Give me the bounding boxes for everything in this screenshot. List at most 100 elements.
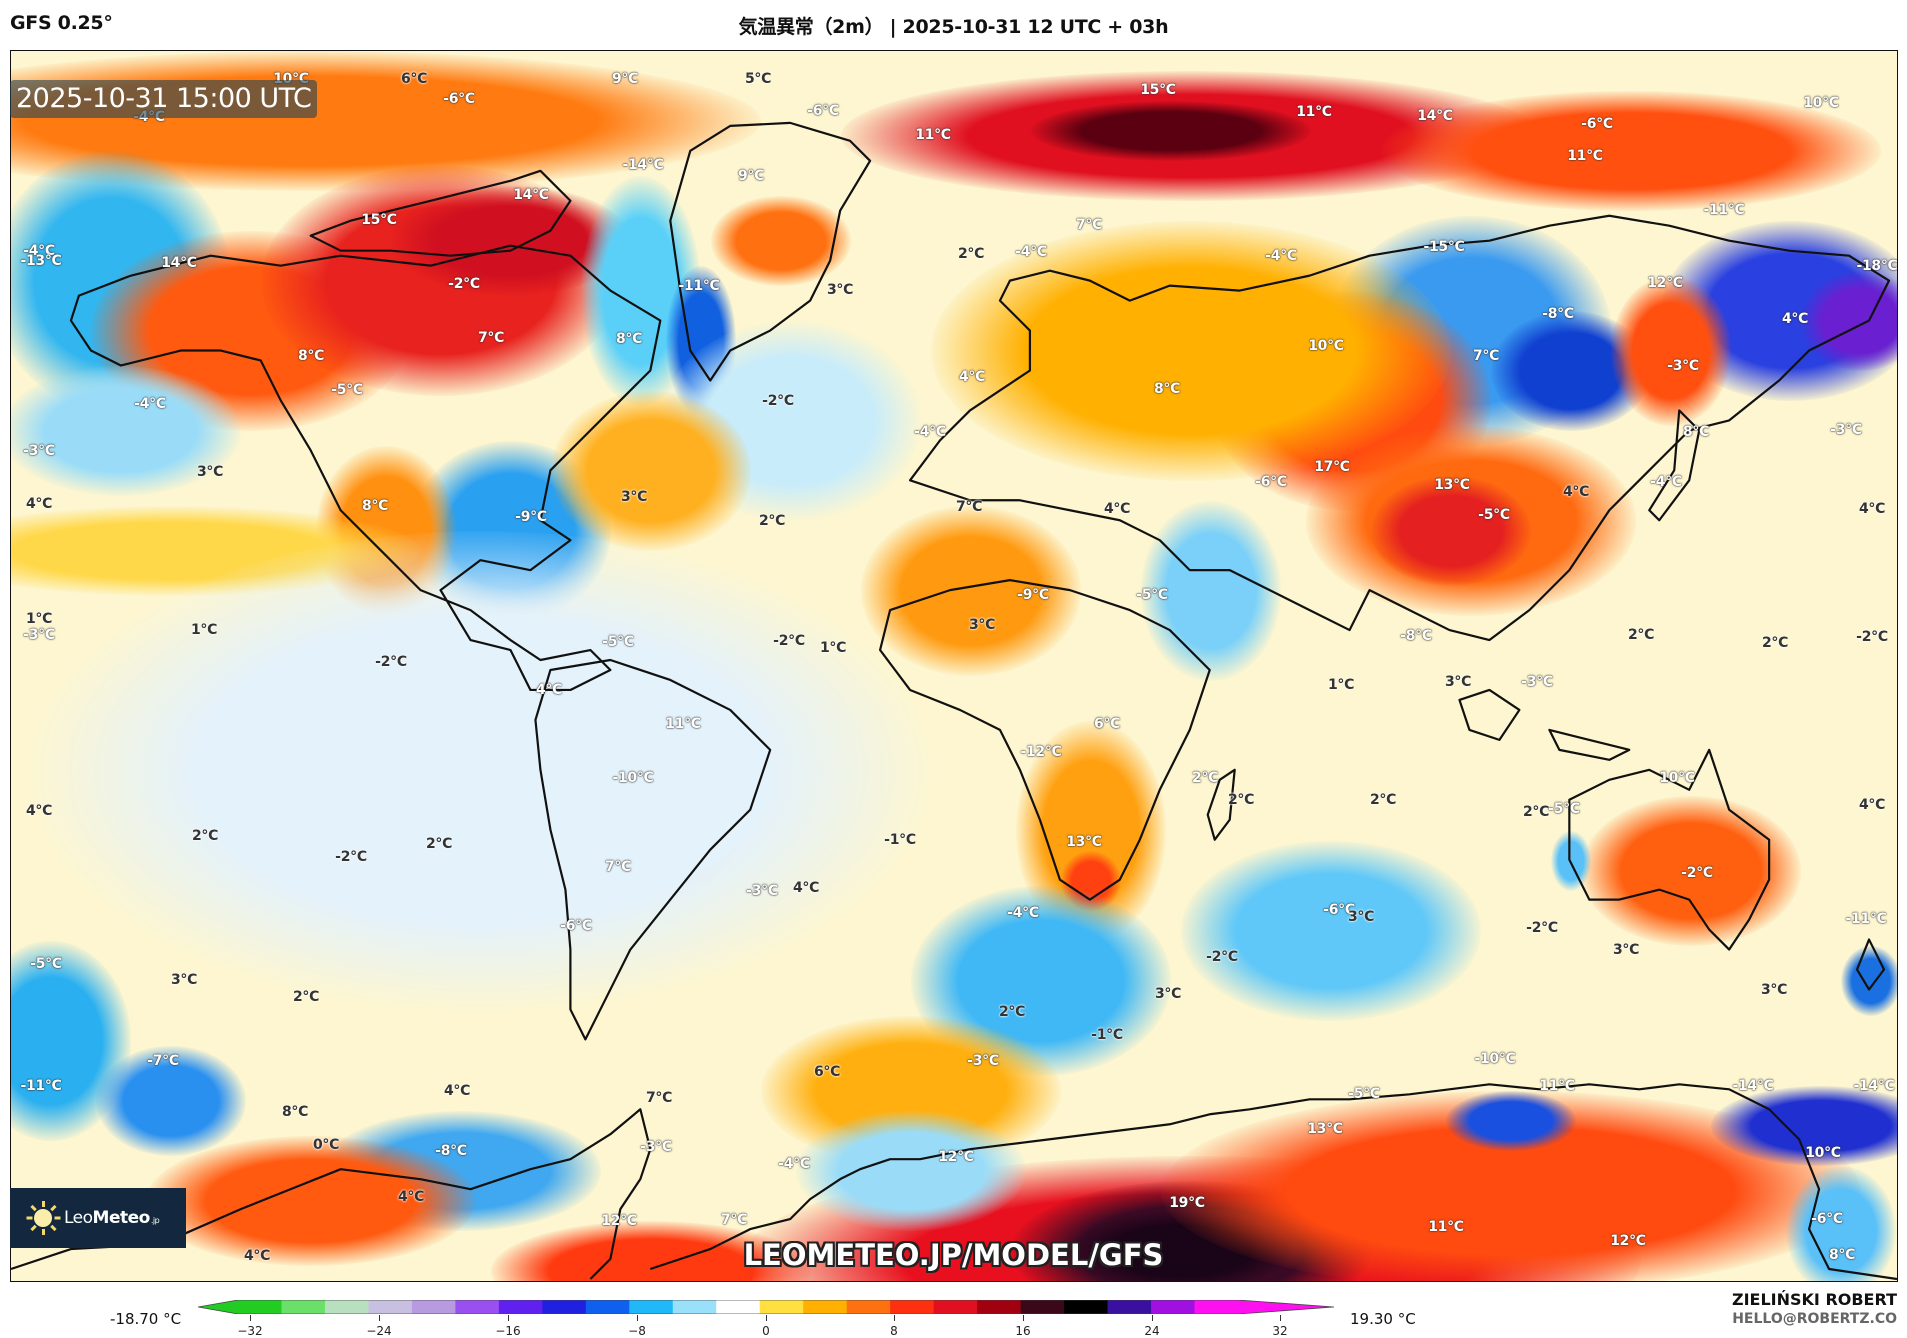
anomaly-label: -5°C <box>1348 1086 1380 1102</box>
anomaly-label: 2°C <box>1627 627 1655 643</box>
anomaly-label: 3°C <box>1444 674 1472 690</box>
anomaly-label: -4°C <box>1650 474 1682 490</box>
anomaly-label: -6°C <box>1811 1211 1843 1227</box>
colorbar-min-value: -18.70 °C <box>110 1310 182 1328</box>
anomaly-label: -2°C <box>1681 865 1713 881</box>
anomaly-label: 8°C <box>281 1104 309 1120</box>
anomaly-region <box>1611 276 1731 426</box>
anomaly-label: 4°C <box>1103 501 1131 517</box>
anomaly-label: 0°C <box>312 1137 340 1153</box>
anomaly-region <box>931 221 1451 481</box>
anomaly-label: -1°C <box>884 832 916 848</box>
anomaly-label: 15°C <box>361 212 397 228</box>
anomaly-label: -6°C <box>1581 116 1613 132</box>
anomaly-region <box>1181 841 1481 1021</box>
anomaly-label: 10°C <box>1805 1145 1841 1161</box>
anomaly-label: 3°C <box>1154 986 1182 1002</box>
anomaly-label: 4°C <box>958 369 986 385</box>
author-credit: ZIELIŃSKI ROBERT HELLO@ROBERTZ.CO <box>1732 1290 1897 1327</box>
anomaly-label: -4°C <box>778 1156 810 1172</box>
colorbar-tick <box>637 1315 638 1321</box>
anomaly-region <box>1061 851 1121 911</box>
anomaly-region <box>711 196 851 286</box>
anomaly-label: 14°C <box>513 187 549 203</box>
coastlines <box>11 121 1897 1281</box>
anomaly-label: -2°C <box>1526 920 1558 936</box>
anomaly-region <box>31 531 931 1011</box>
anomaly-label: 8°C <box>297 348 325 364</box>
anomaly-label: 9°C <box>611 71 639 87</box>
colorbar-tick <box>1280 1315 1281 1321</box>
anomaly-label: -10°C <box>612 770 654 786</box>
anomaly-label: -7°C <box>147 1053 179 1069</box>
anomaly-region <box>911 886 1171 1076</box>
model-name: GFS 0.25° <box>10 12 113 34</box>
anomaly-label: 3°C <box>170 972 198 988</box>
anomaly-label: -3°C <box>640 1139 672 1155</box>
anomaly-label: -2°C <box>448 276 480 292</box>
anomaly-label: -13°C <box>20 253 62 269</box>
anomaly-label: -8°C <box>1400 628 1432 644</box>
colorbar-max-value: 19.30 °C <box>1350 1310 1416 1328</box>
anomaly-label: -5°C <box>602 634 634 650</box>
anomaly-label: 12°C <box>1647 275 1683 291</box>
anomaly-label: -8°C <box>1542 306 1574 322</box>
anomaly-label: 8°C <box>615 331 643 347</box>
anomaly-label: 10°C <box>1659 770 1695 786</box>
anomaly-label: 11°C <box>1539 1078 1575 1094</box>
anomaly-label: -3°C <box>23 443 55 459</box>
anomaly-region <box>551 391 751 551</box>
anomaly-label: -14°C <box>622 157 664 173</box>
colorbar-tick <box>1152 1315 1153 1321</box>
anomaly-label: 12°C <box>938 1149 974 1165</box>
chart-title: 気温異常（2m） | 2025-10-31 12 UTC + 03h <box>738 16 1169 38</box>
anomaly-region <box>1801 271 1897 371</box>
anomaly-label: -3°C <box>967 1053 999 1069</box>
colorbar-tick-label: 0 <box>762 1324 770 1338</box>
anomaly-label: 4°C <box>25 496 53 512</box>
anomaly-region <box>661 321 921 521</box>
anomaly-label: -4°C <box>914 424 946 440</box>
anomaly-label: 1°C <box>1327 677 1355 693</box>
anomaly-label: -9°C <box>515 509 547 525</box>
anomaly-region <box>1306 426 1636 616</box>
anomaly-label: 4°C <box>792 880 820 896</box>
anomaly-region <box>1331 216 1611 446</box>
anomaly-label: -5°C <box>1136 587 1168 603</box>
colorbar-tick-label: 16 <box>1015 1324 1031 1338</box>
anomaly-label: 2°C <box>1369 792 1397 808</box>
anomaly-label: 2°C <box>957 246 985 262</box>
anomaly-label: 1°C <box>819 640 847 656</box>
author-email: HELLO@ROBERTZ.CO <box>1732 1311 1897 1327</box>
colorbar-tick-label: 24 <box>1144 1324 1160 1338</box>
anomaly-label: 11°C <box>915 127 951 143</box>
temperature-anomaly-map: 10°C 6°C 9°C 5°C -6°C -4°C -6°C 15°C 11°C 14°C -6°… <box>10 50 1898 1282</box>
anomaly-label: 6°C <box>1093 716 1121 732</box>
anomaly-label: 10°C <box>1308 338 1344 354</box>
anomaly-label: 19°C <box>1169 1195 1205 1211</box>
anomaly-label: 4°C <box>535 682 563 698</box>
anomaly-region <box>411 441 611 621</box>
anomaly-region <box>761 1016 1061 1166</box>
anomaly-label: -5°C <box>1548 801 1580 817</box>
anomaly-label: -2°C <box>1206 949 1238 965</box>
anomaly-label: 14°C <box>161 255 197 271</box>
anomaly-label: 4°C <box>1858 501 1886 517</box>
anomaly-label: 7°C <box>720 1212 748 1228</box>
colorbar <box>198 1300 1334 1314</box>
logo-text: LeoMeteo.jp <box>64 1208 160 1228</box>
anomaly-label: 7°C <box>477 330 505 346</box>
anomaly-label: -14°C <box>1853 1078 1895 1094</box>
colorbar-tick <box>894 1315 895 1321</box>
anomaly-label: 7°C <box>1472 348 1500 364</box>
anomaly-label: -4°C <box>23 243 55 259</box>
anomaly-label: 6°C <box>400 71 428 87</box>
sun-icon <box>26 1201 60 1235</box>
anomaly-label: -6°C <box>807 103 839 119</box>
anomaly-label: 7°C <box>1075 217 1103 233</box>
leometeo-logo: LeoMeteo.jp <box>10 1188 186 1248</box>
anomaly-label: 8°C <box>1682 424 1710 440</box>
anomaly-region <box>1661 221 1897 401</box>
anomaly-label: 2°C <box>191 828 219 844</box>
anomaly-label: 2°C <box>1522 804 1550 820</box>
